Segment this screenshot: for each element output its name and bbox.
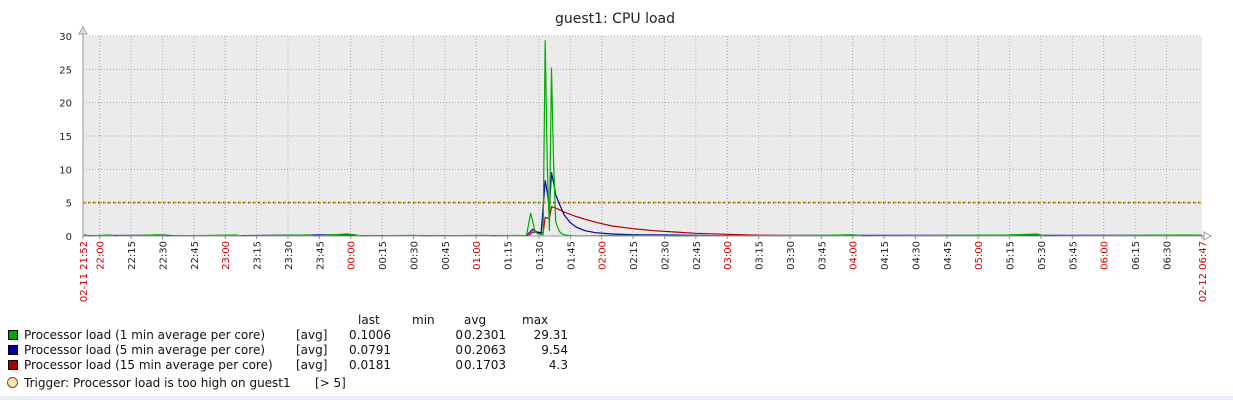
y-tick-label: 0 — [66, 232, 72, 243]
legend-item-max: 9.54 — [541, 343, 568, 357]
x-tick-label: 01:00 — [472, 241, 483, 270]
x-tick-label: 03:00 — [723, 241, 734, 270]
x-tick-label: 06:30 — [1162, 241, 1173, 270]
y-tick-label: 10 — [59, 165, 72, 176]
legend-item-max: 4.3 — [548, 358, 568, 372]
x-tick-label: 22:00 — [96, 241, 107, 270]
legend-item-name: Processor load (1 min average per core) — [24, 328, 266, 342]
legend-item-avg: 0.2301 — [464, 328, 506, 342]
x-tick-label: 00:30 — [409, 241, 420, 270]
x-tick-label: 22:45 — [190, 241, 201, 270]
legend-swatch — [8, 330, 18, 340]
legend-swatch — [8, 360, 18, 370]
cpu-load-chart: guest1: CPU load 0 5 10 15 20 25 30 02-11 21:5… — [59, 11, 1213, 302]
x-tick-label: 02:15 — [629, 241, 640, 270]
legend-item-name: Processor load (5 min average per core) — [24, 343, 266, 357]
x-tick-label: 05:15 — [1006, 241, 1017, 270]
x-tick-label: 06:15 — [1131, 241, 1142, 270]
legend-item: Processor load (5 min average per core) [… — [0, 343, 1233, 358]
legend-item-function: [avg] — [296, 328, 328, 342]
y-tick-label: 5 — [66, 199, 72, 210]
legend-item-function: [avg] — [296, 358, 328, 372]
legend-header-last: last — [358, 313, 380, 327]
x-tick-label: 00:00 — [347, 241, 358, 270]
x-axis-arrow-icon — [1203, 231, 1213, 241]
y-tick-label: 30 — [59, 32, 72, 43]
y-tick-label: 15 — [59, 132, 72, 143]
x-tick-label: 05:30 — [1037, 241, 1048, 270]
x-tick-label: 00:15 — [378, 241, 389, 270]
legend-item-max: 29.31 — [533, 328, 568, 342]
x-tick-label: 01:45 — [566, 241, 577, 270]
x-tick-label: 06:00 — [1100, 241, 1111, 270]
x-tick-label: 04:00 — [849, 241, 860, 270]
x-tick-label: 04:45 — [943, 241, 954, 270]
axes — [78, 25, 1213, 241]
legend-item-avg: 0.2063 — [464, 343, 506, 357]
x-tick-label: 02:45 — [692, 241, 703, 270]
legend-item-last: 0.1006 — [349, 328, 391, 342]
x-tick-label: 23:15 — [253, 241, 264, 270]
y-tick-label: 25 — [59, 65, 72, 76]
legend-item-min: 0 — [455, 358, 463, 372]
legend-header-min: min — [412, 313, 435, 327]
x-tick-label: 23:45 — [315, 241, 326, 270]
x-tick-label: 04:15 — [880, 241, 891, 270]
legend-item-min: 0 — [455, 343, 463, 357]
x-tick-label: 05:00 — [974, 241, 985, 270]
x-tick-label: 05:45 — [1068, 241, 1079, 270]
y-tick-label: 20 — [59, 99, 72, 110]
trigger-label: Trigger: Processor load is too high on g… — [24, 376, 291, 390]
legend-swatch — [8, 345, 18, 355]
trigger-icon — [7, 377, 18, 388]
x-tick-label: 03:15 — [755, 241, 766, 270]
y-axis-ticks: 0 5 10 15 20 25 30 — [59, 32, 72, 243]
x-tick-label: 01:30 — [535, 241, 546, 270]
x-tick-label: 23:30 — [284, 241, 295, 270]
x-tick-label: 22:15 — [127, 241, 138, 270]
x-tick-label: 02-12 06:47 — [1198, 241, 1209, 302]
x-tick-label: 01:15 — [504, 241, 515, 270]
legend-item-avg: 0.1703 — [464, 358, 506, 372]
x-tick-label: 02:30 — [660, 241, 671, 270]
x-tick-label: 00:45 — [441, 241, 452, 270]
legend-header: last min avg max — [0, 313, 1233, 328]
legend-trigger: Trigger: Processor load is too high on g… — [0, 376, 1233, 391]
legend-item-last: 0.0181 — [349, 358, 391, 372]
x-tick-label: 03:30 — [786, 241, 797, 270]
y-axis-arrow-icon — [78, 25, 88, 35]
x-tick-label: 02-11 21:52 — [79, 241, 90, 302]
legend-header-avg: avg — [464, 313, 487, 327]
x-axis-ticks: 02-11 21:52 22:00 22:15 22:30 22:45 23:00 23:1… — [79, 236, 1209, 302]
legend-item-name: Processor load (15 min average per core) — [24, 358, 273, 372]
x-tick-label: 04:30 — [911, 241, 922, 270]
legend-item-last: 0.0791 — [349, 343, 391, 357]
legend-item-min: 0 — [455, 328, 463, 342]
footer-bar — [0, 396, 1233, 400]
x-tick-label: 22:30 — [158, 241, 169, 270]
legend-item-function: [avg] — [296, 343, 328, 357]
legend-item: Processor load (15 min average per core)… — [0, 358, 1233, 373]
trigger-condition: [> 5] — [315, 376, 346, 390]
chart-title: guest1: CPU load — [555, 11, 675, 27]
legend-item: Processor load (1 min average per core) [… — [0, 328, 1233, 343]
legend-header-max: max — [522, 313, 549, 327]
x-tick-label: 03:45 — [817, 241, 828, 270]
x-tick-label: 02:00 — [598, 241, 609, 270]
x-tick-label: 23:00 — [221, 241, 232, 270]
